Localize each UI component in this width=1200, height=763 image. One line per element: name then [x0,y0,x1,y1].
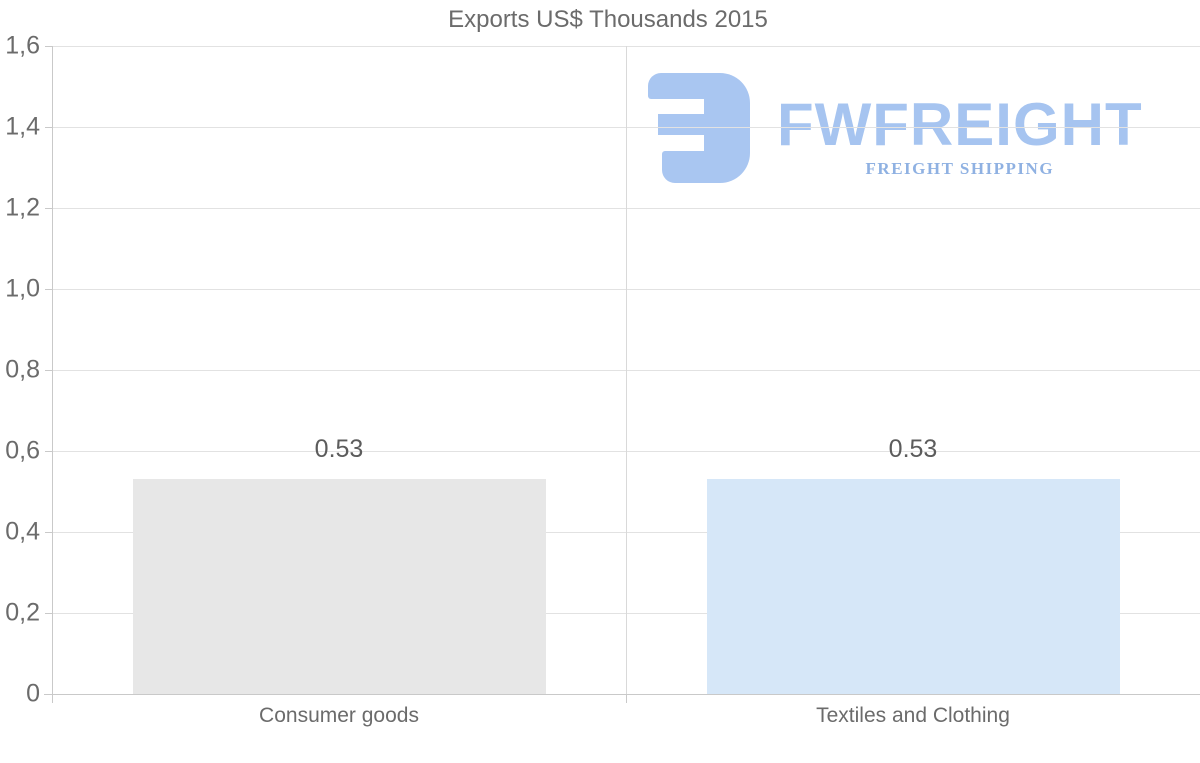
y-axis-line [52,46,53,703]
y-tick-mark [45,127,52,128]
category-separator-gridline [625,46,627,694]
fwfreight-logo: FWFREIGHT FREIGHT SHIPPING [646,70,1143,183]
y-axis-label: 0,8 [5,355,40,384]
y-axis-label: 0,6 [5,436,40,465]
logo-mark-top-arm [648,73,708,99]
logo-wordmark: FWFREIGHT [777,91,1143,158]
x-axis-line [44,694,1200,695]
chart-title: Exports US$ Thousands 2015 [448,6,768,33]
y-axis-label: 0 [26,679,40,708]
y-tick-mark [45,694,52,695]
value-label-textiles-and-clothing: 0.53 [888,435,938,463]
plot-area: 0.53 0.53 [52,45,1200,694]
y-axis-label: 0,4 [5,517,40,546]
y-tick-mark [45,370,52,371]
logo-tagline: FREIGHT SHIPPING [865,159,1055,178]
y-tick-mark [45,451,52,452]
bar-consumer-goods [132,479,546,694]
y-axis-label: 1,0 [5,274,40,303]
y-axis-label: 1,2 [5,193,40,222]
y-axis-label: 0,2 [5,598,40,627]
y-tick-mark [45,532,52,533]
x-tick-mark [625,695,627,703]
y-tick-mark [45,613,52,614]
y-tick-mark [45,208,52,209]
logo-mark-spine [704,73,750,183]
logo-mark-bottom-arm [662,151,708,183]
logo-mark-middle-arm [658,114,708,135]
logo-text-block: FWFREIGHT FREIGHT SHIPPING [777,70,1143,183]
category-label-consumer-goods: Consumer goods [259,704,419,727]
value-label-consumer-goods: 0.53 [314,435,364,463]
fwfreight-logo-icon [646,73,750,183]
category-label-textiles-and-clothing: Textiles and Clothing [816,704,1010,727]
y-tick-mark [45,289,52,290]
y-axis-label: 1,4 [5,112,40,141]
y-axis-label: 1,6 [5,31,40,60]
y-tick-mark [45,46,52,47]
bar-textiles-and-clothing [706,479,1120,694]
